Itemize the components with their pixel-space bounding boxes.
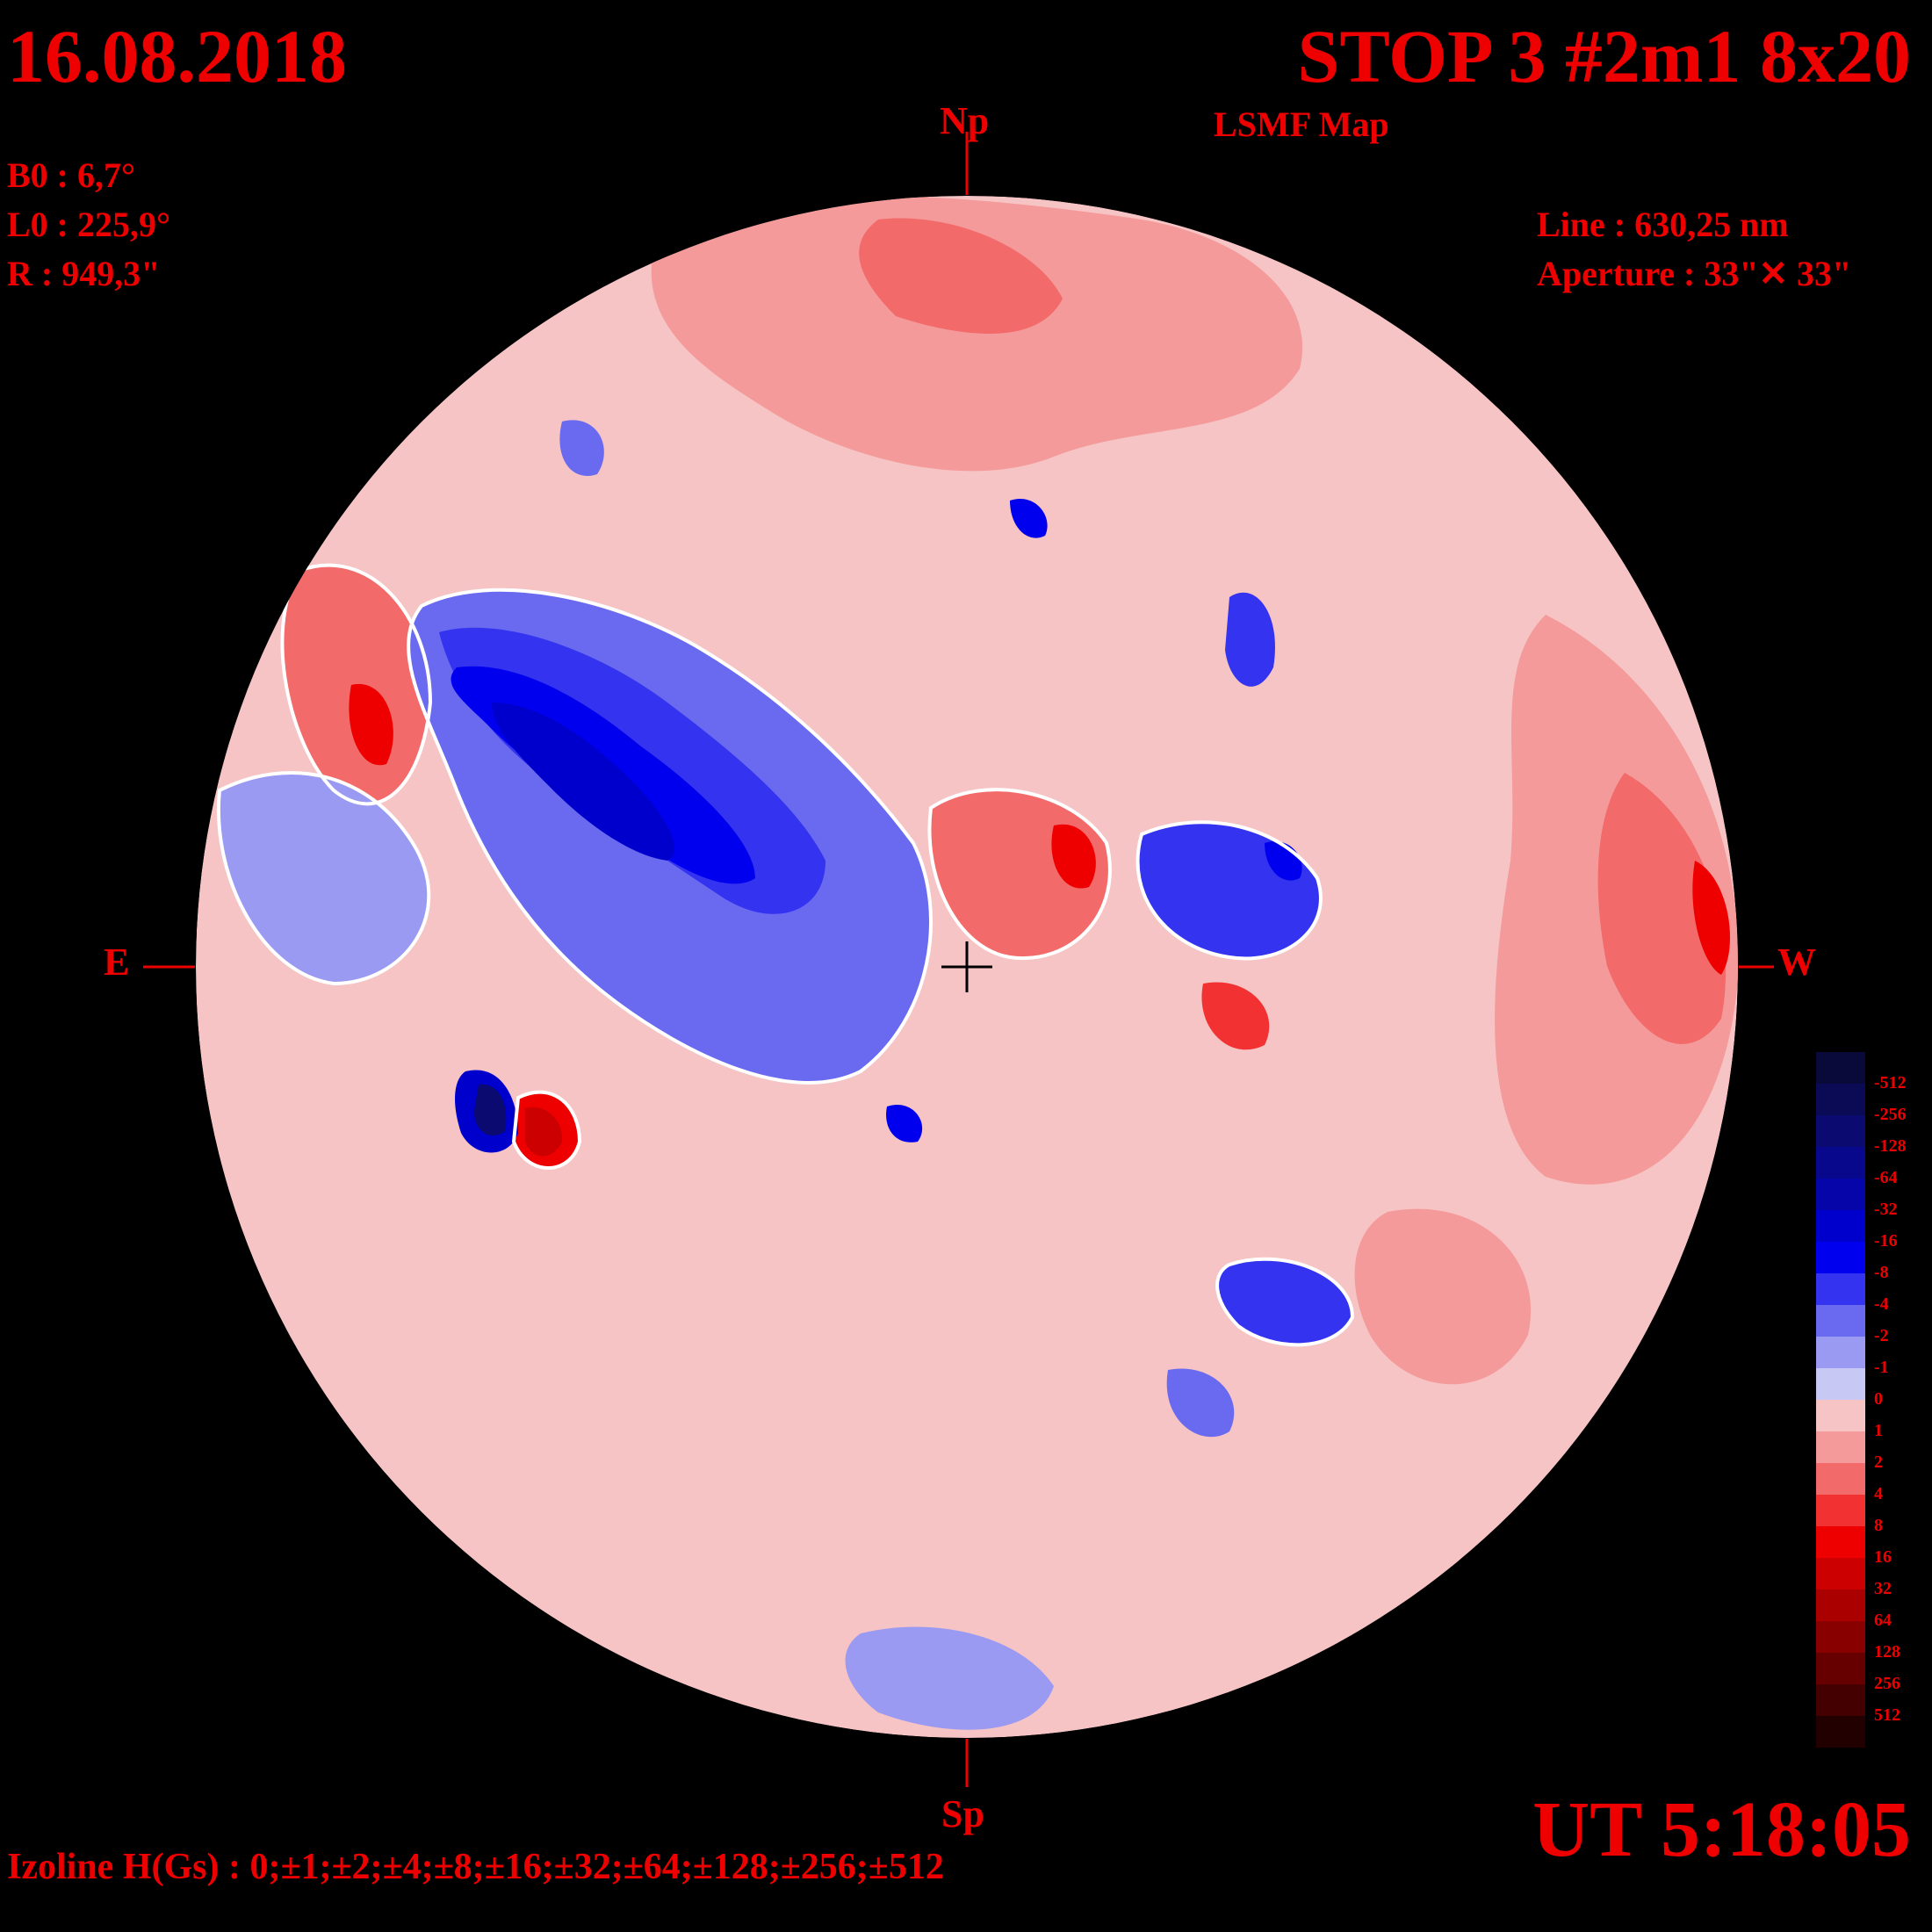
scale-label: 512: [1874, 1705, 1900, 1725]
scale-label: 256: [1874, 1674, 1900, 1693]
l0-value: L0 : 225,9°: [7, 205, 170, 244]
scale-swatch: [1816, 1337, 1865, 1368]
scale-swatch: [1816, 1716, 1865, 1748]
scale-label: 64: [1874, 1611, 1892, 1630]
scale-label: -16: [1874, 1231, 1898, 1251]
ut-time: UT 5:18:05: [1532, 1786, 1911, 1873]
scale-label: -512: [1874, 1073, 1907, 1092]
radius-value: R : 949,3": [7, 254, 161, 293]
center-crosshair: [941, 941, 992, 992]
b0-value: B0 : 6,7°: [7, 155, 135, 195]
scale-label: -4: [1874, 1294, 1889, 1314]
scale-swatch: [1816, 1147, 1865, 1179]
scale-label: -1: [1874, 1358, 1889, 1377]
scale-swatch: [1816, 1463, 1865, 1495]
west-label: W: [1777, 941, 1816, 984]
map-title: STOP 3 #2m1 8x20: [1297, 14, 1911, 98]
scale-label: 0: [1874, 1389, 1883, 1409]
scale-swatch: [1816, 1115, 1865, 1147]
scale-label: 128: [1874, 1642, 1900, 1662]
scale-swatch: [1816, 1305, 1865, 1337]
scale-label: 1: [1874, 1421, 1883, 1440]
scale-swatch: [1816, 1653, 1865, 1684]
scale-swatch: [1816, 1179, 1865, 1210]
scale-swatch: [1816, 1495, 1865, 1526]
scale-label: -128: [1874, 1136, 1907, 1156]
scale-label: -2: [1874, 1326, 1889, 1345]
scale-swatch: [1816, 1052, 1865, 1084]
scale-label: -256: [1874, 1105, 1907, 1124]
scale-swatch: [1816, 1684, 1865, 1716]
disc-axes: [143, 132, 1774, 1787]
negative-regions: [218, 420, 1352, 1730]
scale-label: -32: [1874, 1200, 1898, 1219]
scale-swatch: [1816, 1210, 1865, 1242]
south-label: Sp: [941, 1792, 984, 1835]
scale-label: 4: [1874, 1484, 1883, 1503]
east-label: E: [104, 941, 130, 984]
north-label: Np: [940, 99, 990, 142]
scale-swatch: [1816, 1084, 1865, 1115]
scale-swatch: [1816, 1526, 1865, 1558]
observation-date: 16.08.2018: [7, 14, 347, 98]
scale-swatch: [1816, 1431, 1865, 1463]
scale-swatch: [1816, 1242, 1865, 1273]
scale-swatch: [1816, 1368, 1865, 1400]
scale-swatch: [1816, 1621, 1865, 1653]
color-scale-bar: [1816, 1052, 1865, 1748]
scale-label: -8: [1874, 1263, 1889, 1282]
scale-label: -64: [1874, 1168, 1898, 1187]
contour-lines: [216, 563, 1355, 1347]
scale-swatch: [1816, 1558, 1865, 1590]
map-subtitle: LSMF Map: [1214, 105, 1389, 144]
scale-swatch: [1816, 1400, 1865, 1431]
scale-swatch: [1816, 1273, 1865, 1305]
scale-label: 2: [1874, 1453, 1883, 1472]
scale-label: 16: [1874, 1547, 1892, 1567]
izoline-levels: Izoline H(Gs) : 0;±1;±2;±4;±8;±16;±32;±6…: [7, 1847, 944, 1887]
spectral-line: Line : 630,25 nm: [1537, 205, 1789, 244]
scale-label: 32: [1874, 1579, 1892, 1598]
scale-swatch: [1816, 1590, 1865, 1621]
aperture-size: Aperture : 33"✕ 33": [1537, 254, 1852, 293]
scale-label: 8: [1874, 1516, 1883, 1535]
